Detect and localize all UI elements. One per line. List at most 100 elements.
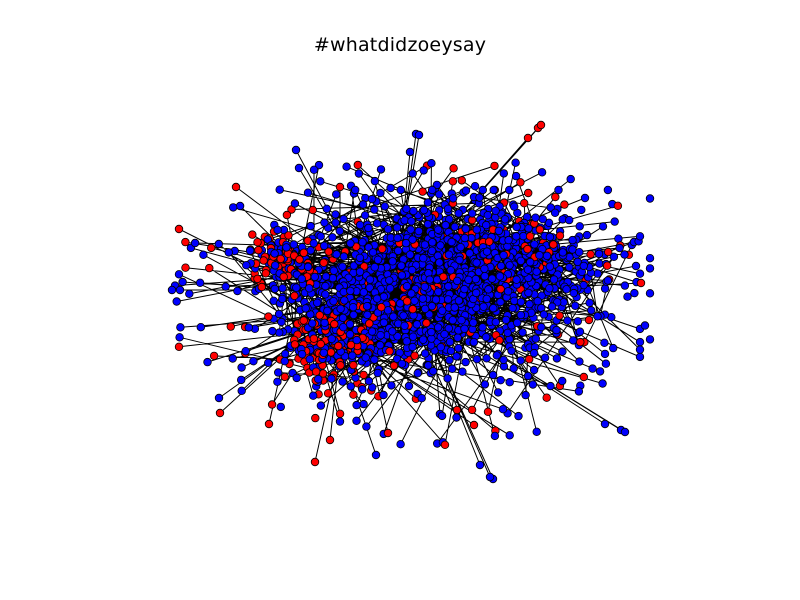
graph-node: [408, 305, 417, 314]
graph-node: [181, 237, 190, 247]
graph-node: [609, 252, 619, 261]
graph-node: [273, 377, 282, 386]
graph-node: [405, 250, 415, 259]
graph-node: [376, 188, 385, 198]
graph-node: [196, 323, 205, 332]
graph-node: [461, 224, 470, 233]
graph-node: [410, 351, 419, 360]
graph-node: [434, 225, 443, 234]
graph-node: [422, 318, 431, 328]
graph-node: [306, 246, 315, 255]
graph-node: [383, 428, 393, 438]
graph-node: [461, 357, 470, 367]
graph-node: [410, 296, 419, 305]
graph-node: [525, 299, 534, 309]
graph-node: [499, 355, 508, 365]
graph-node: [604, 247, 613, 257]
graph-node: [573, 257, 582, 267]
graph-node: [414, 226, 423, 236]
graph-node: [504, 235, 513, 245]
graph-node: [279, 272, 288, 281]
graph-node: [537, 322, 546, 332]
graph-node: [241, 347, 250, 356]
graph-node: [645, 264, 655, 273]
graph-node: [560, 200, 569, 209]
graph-node: [351, 185, 360, 195]
graph-node: [215, 408, 225, 418]
graph-node: [635, 269, 645, 278]
graph-node: [327, 334, 336, 343]
graph-node: [458, 367, 467, 376]
graph-node: [526, 257, 535, 267]
graph-node: [280, 372, 289, 382]
graph-node: [373, 368, 382, 378]
graph-node: [635, 345, 645, 354]
graph-node: [373, 255, 383, 264]
graph-node: [555, 311, 564, 320]
graph-node: [427, 246, 437, 255]
graph-node: [505, 431, 514, 440]
graph-node: [345, 320, 355, 329]
graph-node: [226, 322, 235, 331]
graph-node: [449, 164, 458, 173]
graph-node: [640, 321, 650, 330]
graph-node: [295, 255, 304, 264]
graph-node: [542, 393, 551, 402]
graph-node: [397, 261, 406, 270]
graph-node: [297, 350, 307, 359]
graph-node: [620, 427, 630, 437]
graph-node: [338, 262, 347, 271]
graph-node: [571, 301, 580, 310]
graph-node: [414, 130, 424, 140]
graph-node: [372, 294, 382, 303]
graph-node: [319, 258, 328, 267]
graph-node: [349, 303, 358, 312]
graph-node: [529, 365, 539, 375]
graph-node: [446, 346, 456, 356]
graph-node: [352, 416, 361, 425]
graph-node: [401, 238, 411, 248]
graph-node: [385, 284, 395, 293]
graph-node: [444, 324, 453, 333]
graph-node: [489, 185, 498, 195]
graph-node: [482, 354, 491, 363]
graph-node: [528, 380, 538, 389]
graph-node: [496, 261, 506, 271]
graph-node: [267, 400, 277, 409]
graph-node: [274, 368, 283, 377]
graph-node: [309, 165, 319, 174]
graph-node: [601, 359, 611, 368]
graph-node: [532, 427, 541, 436]
graph-node: [419, 205, 429, 215]
graph-node: [311, 367, 321, 376]
graph-node: [289, 240, 298, 249]
graph-node: [555, 231, 565, 240]
graph-node: [495, 336, 504, 345]
graph-node: [480, 264, 489, 273]
graph-node: [575, 222, 584, 231]
graph-node: [500, 215, 510, 224]
graph-node: [349, 390, 358, 399]
graph-node: [174, 224, 184, 234]
graph-node: [575, 247, 584, 257]
graph-node: [365, 319, 374, 328]
graph-node: [338, 377, 347, 386]
graph-node: [498, 405, 508, 414]
graph-node: [579, 261, 588, 271]
graph-node: [362, 302, 372, 311]
graph-node: [400, 321, 409, 330]
graph-node: [321, 272, 331, 281]
graph-node: [535, 225, 545, 234]
graph-node: [355, 220, 365, 230]
graph-node: [479, 302, 488, 311]
graph-node: [429, 366, 438, 376]
graph-node: [199, 250, 208, 259]
graph-node: [493, 388, 503, 397]
graph-node: [465, 248, 474, 258]
graph-node: [321, 281, 330, 291]
graph-node: [552, 325, 561, 335]
graph-node: [483, 210, 492, 220]
graph-node: [407, 217, 416, 226]
